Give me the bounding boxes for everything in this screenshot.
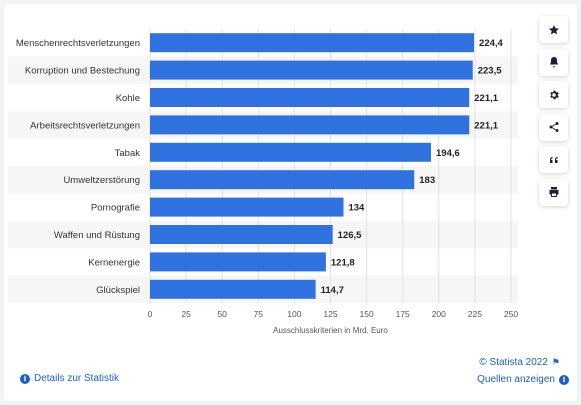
x-tick-label: 25 [181, 309, 191, 319]
bell-icon [548, 56, 560, 68]
value-label: 223,5 [478, 66, 502, 77]
x-tick-label: 75 [254, 309, 264, 319]
bar [150, 33, 475, 53]
category-label: Kernenergie [88, 257, 140, 268]
favorite-button[interactable] [539, 16, 568, 43]
details-link[interactable]: i Details zur Statistik [20, 373, 119, 384]
x-tick-label: 50 [217, 309, 227, 319]
bar [150, 88, 470, 107]
value-label: 183 [419, 175, 435, 186]
value-label: 121,8 [331, 257, 355, 268]
print-button[interactable] [539, 178, 568, 206]
category-label: Arbeitsrechtsverletzungen [30, 120, 140, 131]
star-icon [548, 24, 560, 36]
value-label: 194,6 [436, 148, 460, 159]
quote-icon [548, 154, 560, 166]
category-label: Tabak [115, 148, 141, 159]
x-tick-label: 125 [323, 309, 337, 319]
gear-icon [548, 89, 560, 101]
category-label: Waffen und Rüstung [54, 230, 140, 241]
bar [150, 252, 326, 272]
share-button[interactable] [539, 113, 568, 141]
x-tick-label: 150 [360, 309, 374, 319]
notification-button[interactable] [539, 48, 568, 76]
copyright-link[interactable]: © Statista 2022 ⚑ [479, 357, 560, 368]
x-tick-label: 200 [432, 309, 446, 319]
bar [150, 115, 470, 135]
x-tick-label: 100 [287, 309, 301, 319]
bar [150, 225, 333, 244]
value-label: 221,1 [474, 120, 498, 131]
sources-link[interactable]: Quellen anzeigen i [477, 374, 569, 385]
cite-button[interactable] [539, 146, 568, 173]
category-label: Glückspiel [96, 285, 140, 296]
copyright-label: © Statista 2022 [479, 357, 548, 368]
info-icon: i [20, 373, 30, 384]
value-label: 126,5 [338, 230, 362, 241]
x-tick-label: 0 [148, 309, 153, 319]
x-tick-label: 250 [504, 309, 518, 319]
category-label: Kohle [116, 93, 140, 104]
x-axis-title: Ausschlusskriterien in Mrd. Euro [273, 326, 388, 335]
print-icon [548, 186, 560, 198]
value-label: 134 [348, 203, 365, 214]
value-label: 224,4 [479, 38, 503, 49]
value-label: 221,1 [474, 93, 498, 104]
sources-label: Quellen anzeigen [477, 374, 555, 385]
x-tick-label: 175 [396, 309, 410, 319]
bar [150, 197, 344, 217]
x-tick-label: 225 [468, 309, 482, 319]
flag-icon: ⚑ [551, 357, 560, 367]
info-icon: i [559, 374, 569, 385]
category-label: Pornografie [91, 203, 140, 214]
bar [150, 142, 432, 162]
bar [150, 60, 473, 80]
category-label: Umweltzerstörung [63, 175, 140, 186]
settings-button[interactable] [539, 81, 568, 108]
value-label: 114,7 [321, 285, 344, 296]
bar [150, 170, 415, 190]
details-label: Details zur Statistik [34, 373, 120, 384]
share-icon [548, 121, 560, 133]
category-label: Korruption und Bestechung [25, 66, 140, 77]
category-label: Menschenrechtsverletzungen [16, 38, 140, 49]
bar [150, 279, 316, 299]
